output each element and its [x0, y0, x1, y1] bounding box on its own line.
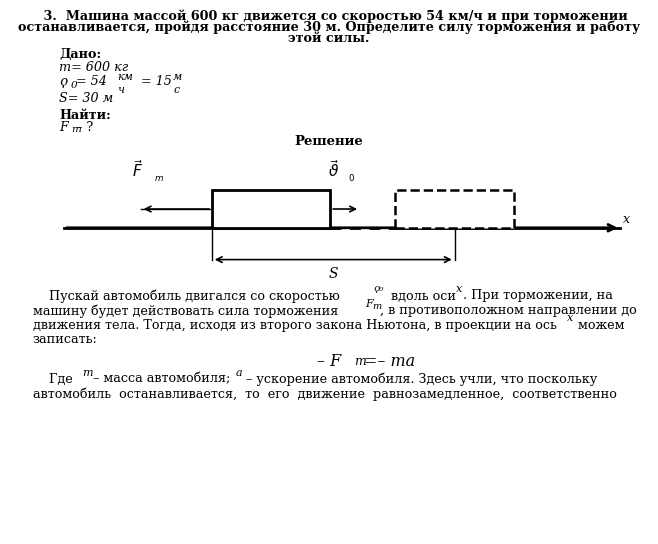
Text: x: x	[456, 284, 462, 294]
Text: этой силы.: этой силы.	[288, 32, 370, 45]
Text: = 15: = 15	[141, 75, 172, 88]
Text: Дано:: Дано:	[59, 48, 101, 61]
Text: m: m	[372, 302, 382, 312]
Text: m: m	[82, 368, 93, 378]
Text: автомобиль  останавливается,  то  его  движение  равнозамедленное,  соответствен: автомобиль останавливается, то его движе…	[33, 387, 617, 401]
Text: $\vec{F}$: $\vec{F}$	[132, 159, 143, 180]
Bar	[395, 190, 514, 228]
Text: Решение: Решение	[295, 135, 363, 148]
Text: Где: Где	[33, 373, 72, 386]
Text: x: x	[624, 213, 630, 226]
Text: a: a	[236, 368, 242, 378]
Text: 0: 0	[71, 81, 78, 90]
Text: км: км	[117, 72, 133, 82]
Text: машину будет действовать сила торможения: машину будет действовать сила торможения	[33, 304, 338, 318]
Text: – ускорение автомобиля. Здесь учли, что поскольку: – ускорение автомобиля. Здесь учли, что …	[242, 373, 597, 386]
Text: $_{0}$: $_{0}$	[348, 171, 355, 184]
Text: м: м	[173, 72, 182, 82]
Text: записать:: записать:	[33, 333, 98, 347]
Text: ϙ₀: ϙ₀	[373, 284, 384, 293]
Text: m= 600 кг: m= 600 кг	[59, 61, 128, 74]
Text: 3.  Машина массой 600 кг движется со скоростью 54 км/ч и при торможении: 3. Машина массой 600 кг движется со скор…	[30, 10, 628, 23]
Text: S: S	[328, 267, 338, 281]
Text: Найти:: Найти:	[59, 109, 111, 122]
Text: – F: – F	[317, 353, 341, 369]
Text: $_{m}$: $_{m}$	[154, 171, 164, 184]
Text: движения тела. Тогда, исходя из второго закона Ньютона, в проекции на ось: движения тела. Тогда, исходя из второго …	[33, 319, 557, 332]
Text: – ?: – ?	[76, 121, 93, 134]
Text: F: F	[365, 299, 373, 308]
Text: F: F	[59, 121, 68, 134]
Text: с: с	[173, 85, 179, 95]
Text: Пускай автомобиль двигался со скоростью: Пускай автомобиль двигался со скоростью	[33, 289, 340, 303]
Bar	[212, 190, 330, 228]
Text: ч: ч	[117, 85, 124, 95]
Text: . При торможении, на: . При торможении, на	[463, 289, 613, 302]
Text: m: m	[71, 125, 81, 134]
Text: x: x	[567, 313, 573, 323]
Text: , в противоположном направлении до: , в противоположном направлении до	[380, 304, 637, 317]
Text: = 54: = 54	[76, 75, 107, 88]
Text: вдоль оси: вдоль оси	[387, 289, 456, 302]
Text: =– ma: =– ma	[364, 353, 415, 369]
Text: ϙ: ϙ	[59, 75, 67, 88]
Text: – масса автомобиля;: – масса автомобиля;	[89, 373, 231, 386]
Text: S= 30 м: S= 30 м	[59, 92, 113, 106]
Text: $\vec{\vartheta}$: $\vec{\vartheta}$	[328, 159, 339, 180]
Text: можем: можем	[574, 319, 624, 332]
Text: останавливается, пройдя расстояние 30 м. Определите силу торможения и работу: останавливается, пройдя расстояние 30 м.…	[18, 21, 640, 34]
Text: m: m	[354, 355, 366, 368]
